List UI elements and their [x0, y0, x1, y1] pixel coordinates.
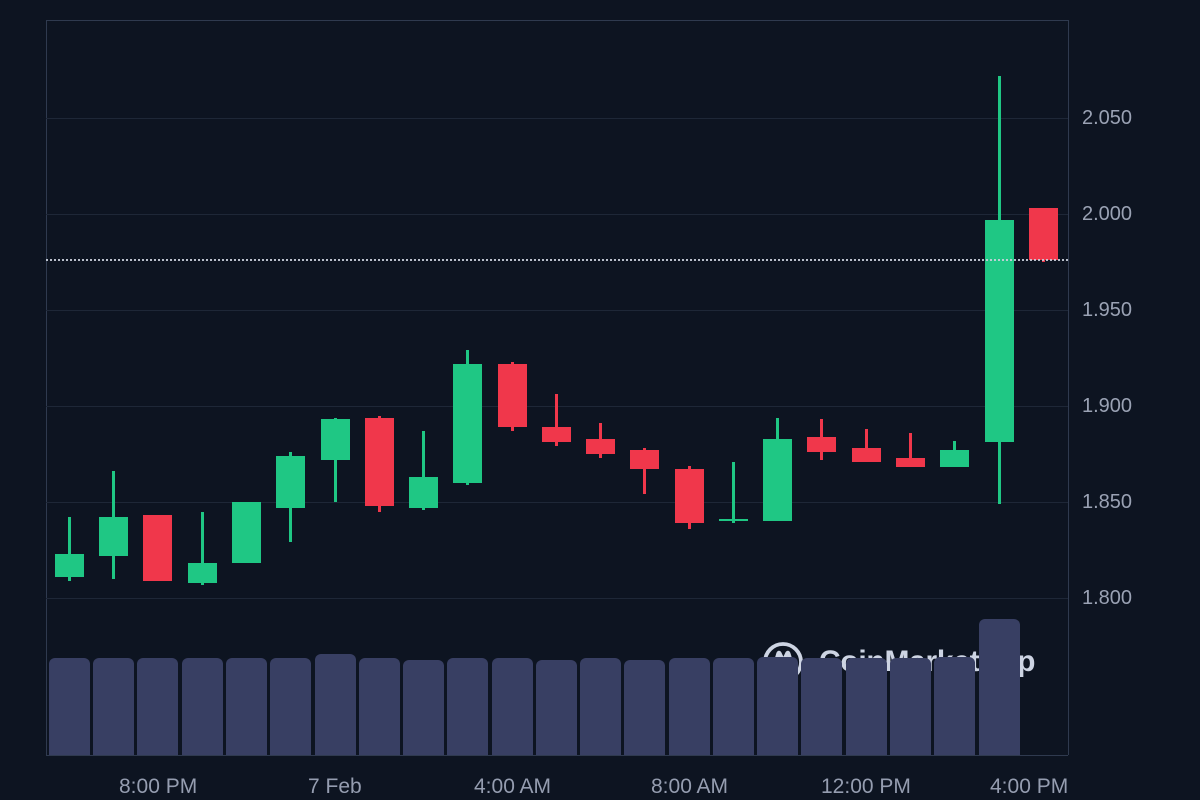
candle-body[interactable] — [1029, 208, 1058, 260]
candle-wick[interactable] — [334, 418, 337, 502]
volume-bar[interactable] — [315, 654, 356, 755]
candle-body[interactable] — [276, 456, 305, 508]
candle-body[interactable] — [542, 427, 571, 442]
candle-body[interactable] — [852, 448, 881, 462]
chart-right-border — [1068, 20, 1069, 755]
grid-line — [46, 310, 1068, 311]
volume-bar[interactable] — [801, 658, 842, 755]
x-axis-label: 7 Feb — [308, 775, 362, 798]
candle-body[interactable] — [807, 437, 836, 452]
y-axis-label: 1.850 — [1082, 491, 1133, 513]
volume-bar[interactable] — [93, 658, 134, 755]
candle-body[interactable] — [763, 439, 792, 521]
candle-wick[interactable] — [909, 433, 912, 467]
volume-bar[interactable] — [669, 658, 710, 755]
grid-line — [46, 214, 1068, 215]
candle-body[interactable] — [409, 477, 438, 508]
candle-body[interactable] — [630, 450, 659, 469]
candle-body[interactable] — [586, 439, 615, 454]
candle-wick[interactable] — [643, 448, 646, 494]
candle-body[interactable] — [896, 458, 925, 467]
candle-body[interactable] — [498, 364, 527, 427]
x-axis-label: 4:00 PM — [990, 775, 1069, 798]
x-axis-label: 4:00 AM — [474, 775, 552, 798]
chart-bottom-border — [46, 755, 1068, 756]
volume-bar[interactable] — [226, 658, 267, 755]
candle-body[interactable] — [675, 469, 704, 523]
candle-wick[interactable] — [865, 429, 868, 462]
volume-bar[interactable] — [137, 658, 178, 755]
candle-body[interactable] — [453, 364, 482, 483]
volume-bar[interactable] — [934, 657, 975, 755]
volume-bar[interactable] — [979, 619, 1020, 755]
grid-line — [46, 502, 1068, 503]
candle-body[interactable] — [188, 563, 217, 583]
volume-bar[interactable] — [359, 658, 400, 755]
grid-line — [46, 598, 1068, 599]
candle-wick[interactable] — [732, 462, 735, 523]
candle-body[interactable] — [143, 515, 172, 581]
candle-body[interactable] — [55, 554, 84, 577]
volume-bar[interactable] — [270, 658, 311, 755]
candle-body[interactable] — [99, 517, 128, 556]
volume-bar[interactable] — [447, 658, 488, 755]
x-axis-label: 12:00 PM — [821, 775, 911, 798]
y-axis-label: 1.800 — [1082, 587, 1133, 609]
candle-wick[interactable] — [201, 512, 204, 585]
volume-bar[interactable] — [182, 658, 223, 755]
chart-left-border — [46, 20, 47, 755]
volume-bar[interactable] — [890, 658, 931, 755]
y-axis-label: 1.950 — [1082, 299, 1133, 321]
candle-body[interactable] — [719, 519, 748, 521]
volume-bar[interactable] — [757, 657, 798, 755]
volume-bar[interactable] — [49, 658, 90, 755]
x-axis-label: 8:00 PM — [119, 775, 198, 798]
y-axis-label: 2.050 — [1082, 107, 1133, 129]
x-axis-label: 8:00 AM — [651, 775, 729, 798]
candle-body[interactable] — [985, 220, 1014, 442]
current-price-line — [46, 259, 1068, 261]
volume-bar[interactable] — [624, 660, 665, 755]
candle-body[interactable] — [940, 450, 969, 467]
candle-body[interactable] — [232, 502, 261, 563]
candle-body[interactable] — [321, 419, 350, 460]
candle-wick[interactable] — [555, 394, 558, 446]
chart-top-border — [46, 20, 1068, 21]
volume-bar[interactable] — [403, 660, 444, 755]
volume-bar[interactable] — [713, 658, 754, 755]
candle-wick[interactable] — [68, 517, 71, 581]
grid-line — [46, 118, 1068, 119]
candle-body[interactable] — [365, 418, 394, 506]
volume-bar[interactable] — [580, 658, 621, 755]
y-axis-label: 2.000 — [1082, 203, 1133, 225]
candle-wick[interactable] — [422, 431, 425, 510]
volume-bar[interactable] — [846, 658, 887, 755]
y-axis-label: 1.900 — [1082, 395, 1133, 417]
volume-bar[interactable] — [536, 660, 577, 755]
volume-bar[interactable] — [492, 658, 533, 755]
